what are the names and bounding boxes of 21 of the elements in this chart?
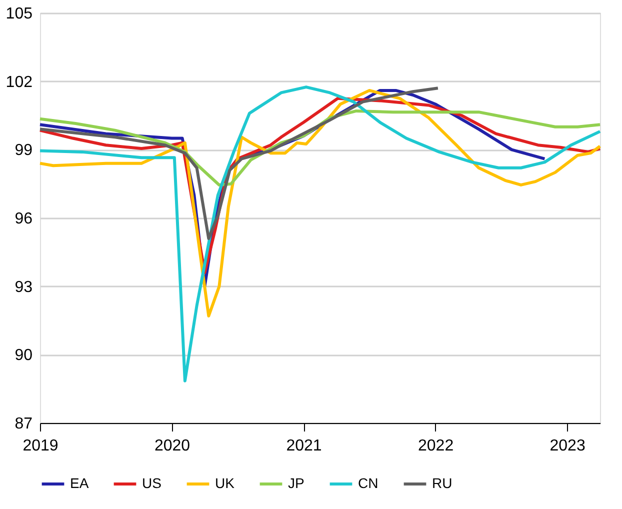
x-tick-label: 2021 [286, 438, 322, 454]
y-tick-label: 96 [14, 210, 33, 228]
legend-label: CN [358, 475, 378, 491]
y-tick-label: 105 [6, 6, 33, 22]
legend-label: US [142, 475, 162, 491]
legend-label: RU [432, 475, 452, 491]
legend-label: EA [70, 475, 90, 491]
line-series [38, 86, 440, 240]
x-tick-label: 2020 [154, 438, 190, 454]
y-tick-label: 90 [14, 347, 33, 364]
y-tick-label: 99 [14, 142, 33, 160]
x-tick-label: 2022 [418, 438, 454, 454]
legend-label: JP [288, 475, 304, 491]
y-tick-label: 102 [6, 74, 33, 91]
x-tick-label: 2019 [22, 438, 58, 454]
legend-label: UK [215, 475, 236, 491]
y-tick-label: 87 [14, 416, 33, 432]
y-tick-label: 93 [14, 278, 33, 296]
line-series [38, 86, 602, 382]
line-series [38, 88, 602, 318]
x-tick-label: 2023 [550, 438, 586, 454]
